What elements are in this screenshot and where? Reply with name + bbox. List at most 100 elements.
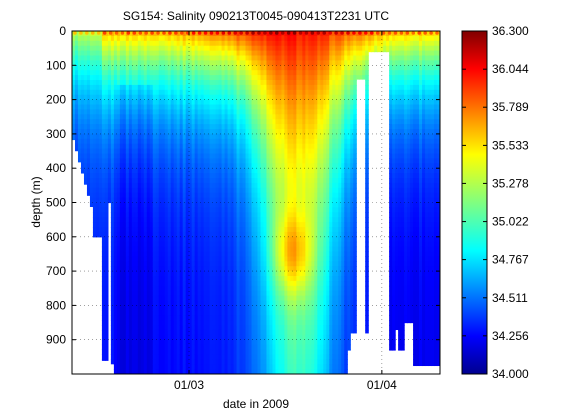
salinity-cell [128, 271, 133, 277]
salinity-cell [203, 133, 208, 140]
salinity-cell [254, 290, 259, 297]
salinity-cell [269, 276, 274, 282]
salinity-cell [254, 129, 259, 135]
salinity-cell [239, 114, 244, 120]
salinity-cell [293, 50, 297, 57]
salinity-cell [266, 266, 271, 272]
salinity-cell [146, 217, 151, 223]
salinity-cell [227, 246, 232, 253]
salinity-cell [218, 241, 223, 248]
salinity-cell [152, 173, 157, 179]
salinity-cell [221, 89, 226, 96]
salinity-cell [299, 65, 303, 71]
salinity-cell [122, 231, 127, 238]
salinity-cell [224, 325, 229, 331]
salinity-cell [116, 266, 121, 272]
salinity-cell [191, 168, 196, 174]
salinity-cell [92, 35, 97, 42]
salinity-cell [161, 50, 166, 57]
salinity-cell [140, 129, 145, 135]
salinity-cell [83, 40, 88, 47]
salinity-cell [182, 35, 187, 42]
salinity-cell [98, 231, 103, 238]
salinity-cell [299, 251, 303, 257]
salinity-cell [257, 290, 262, 297]
salinity-cell [263, 158, 268, 164]
salinity-cell [95, 75, 100, 81]
salinity-cell [179, 222, 184, 228]
salinity-cell [221, 40, 226, 47]
salinity-cell [155, 50, 160, 57]
salinity-cell [239, 168, 244, 174]
salinity-cell [170, 256, 175, 262]
salinity-cell [272, 369, 277, 374]
salinity-cell [98, 55, 103, 61]
salinity-cell [110, 182, 115, 189]
salinity-cell [98, 202, 103, 208]
salinity-cell [293, 133, 297, 140]
salinity-cell [188, 256, 193, 262]
salinity-cell [224, 84, 229, 91]
salinity-cell [290, 114, 294, 120]
salinity-cell [272, 339, 277, 346]
salinity-cell [299, 197, 303, 204]
salinity-cell [260, 271, 265, 277]
salinity-cell [86, 45, 91, 52]
salinity-cell [146, 70, 151, 76]
salinity-cell [236, 349, 241, 355]
salinity-cell [275, 168, 280, 174]
salinity-cell [164, 369, 169, 374]
salinity-cell [260, 84, 265, 91]
salinity-cell [146, 173, 151, 179]
salinity-cell [296, 339, 300, 346]
salinity-cell [164, 119, 169, 125]
salinity-cell [131, 305, 136, 311]
salinity-cell [200, 349, 205, 355]
salinity-cell [197, 158, 202, 164]
salinity-cell [122, 114, 127, 120]
salinity-cell [245, 192, 250, 199]
salinity-cell [224, 75, 229, 81]
salinity-cell [221, 261, 226, 267]
salinity-cell [290, 349, 294, 355]
salinity-cell [284, 104, 289, 110]
salinity-cell [191, 231, 196, 238]
salinity-cell [296, 192, 300, 199]
salinity-cell [116, 246, 121, 253]
salinity-cell [134, 266, 139, 272]
salinity-cell [293, 75, 297, 81]
salinity-cell [188, 222, 193, 228]
salinity-cell [194, 222, 199, 228]
salinity-cell [89, 99, 94, 106]
salinity-cell [146, 266, 151, 272]
salinity-cell [275, 89, 280, 96]
salinity-cell [122, 133, 127, 140]
salinity-cell [287, 334, 291, 341]
salinity-cell [290, 55, 294, 61]
salinity-cell [266, 70, 271, 76]
salinity-cell [116, 280, 121, 287]
salinity-cell [299, 129, 303, 135]
salinity-cell [161, 133, 166, 140]
salinity-cell [116, 349, 121, 355]
salinity-cell [269, 325, 274, 331]
salinity-cell [239, 109, 244, 115]
salinity-cell [194, 35, 199, 42]
salinity-cell [239, 60, 244, 66]
salinity-cell [83, 94, 88, 101]
salinity-cell [224, 349, 229, 355]
salinity-cell [182, 305, 187, 311]
salinity-cell [167, 231, 172, 238]
salinity-cell [269, 231, 274, 238]
salinity-cell [152, 163, 157, 169]
salinity-cell [254, 369, 259, 374]
salinity-cell [260, 60, 265, 66]
salinity-cell [206, 280, 211, 287]
salinity-cell [158, 119, 163, 125]
salinity-cell [263, 109, 268, 115]
salinity-cell [116, 320, 121, 326]
salinity-cell [92, 104, 97, 110]
salinity-cell [137, 329, 142, 336]
salinity-cell [290, 295, 294, 302]
salinity-cell [221, 349, 226, 355]
